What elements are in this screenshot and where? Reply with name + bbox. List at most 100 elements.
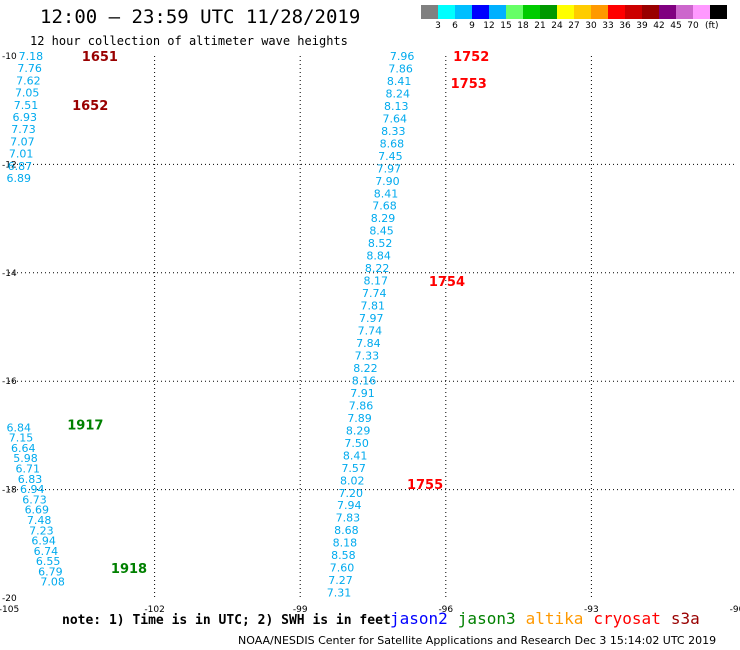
footer-note: note: 1) Time is in UTC; 2) SWH is in fe… (62, 613, 391, 628)
pass-time-label: 1652 (72, 99, 108, 114)
legend-swatch (540, 5, 557, 19)
wave-height-value: 8.68 (380, 137, 405, 150)
legend-swatch (506, 5, 523, 19)
wave-height-value: 7.97 (359, 312, 384, 325)
legend-label: 30 (585, 21, 597, 31)
wave-height-value: 8.33 (381, 125, 406, 138)
legend-label: 21 (534, 21, 546, 31)
wave-height-value: 6.64 (11, 442, 36, 455)
legend-swatch (574, 5, 591, 19)
wave-height-value: 7.15 (9, 432, 34, 445)
wave-height-value: 7.48 (27, 514, 52, 527)
wave-height-value: 7.64 (383, 112, 408, 125)
wave-height-value: 7.01 (9, 148, 34, 161)
satellite-name: jason3 (457, 609, 516, 628)
wave-height-value: 7.76 (17, 62, 42, 75)
wave-height-value: 7.33 (355, 349, 380, 362)
lon-tick-label: -96 (438, 605, 453, 615)
legend-label: 27 (568, 21, 580, 31)
wave-height-value: 8.16 (352, 374, 377, 387)
legend-label: 70 (687, 21, 699, 31)
wave-height-value: 8.17 (363, 275, 388, 288)
lat-tick-label: -16 (2, 377, 17, 387)
wave-height-value: 7.07 (10, 135, 35, 148)
legend-swatch (659, 5, 676, 19)
legend-label: 12 (483, 21, 495, 31)
wave-height-value: 8.52 (368, 237, 393, 250)
wave-height-value: 7.08 (40, 576, 65, 589)
legend-label: 6 (452, 21, 458, 31)
wave-height-value: 7.94 (337, 499, 362, 512)
legend-label: 36 (619, 21, 631, 31)
lon-tick-label: -102 (144, 605, 164, 615)
lat-tick-label: -18 (2, 486, 17, 496)
wave-height-value: 7.81 (361, 300, 386, 313)
legend-label: 15 (500, 21, 512, 31)
wave-height-value: 8.41 (374, 187, 399, 200)
pass-time-label: 1651 (82, 50, 118, 65)
wave-height-value: 6.93 (13, 111, 38, 124)
legend-swatch (625, 5, 642, 19)
satellite-key: jason2 jason3 altika cryosat s3a (390, 609, 710, 628)
wave-height-value: 6.87 (8, 160, 33, 173)
wave-height-value: 7.60 (330, 562, 355, 575)
wave-height-value: 8.41 (387, 75, 412, 88)
lon-tick-label: -90 (730, 605, 740, 615)
wave-height-value: 8.45 (369, 225, 394, 238)
legend-swatch (710, 5, 727, 19)
wave-height-value: 7.18 (19, 50, 44, 63)
legend-swatch (472, 5, 489, 19)
map-subtitle: 12 hour collection of altimeter wave hei… (30, 34, 348, 48)
wave-height-value: 5.98 (13, 452, 38, 465)
wave-height-value: 8.22 (353, 362, 378, 375)
wave-height-value: 6.79 (38, 565, 63, 578)
wave-height-value: 7.68 (372, 200, 397, 213)
wave-height-value: 7.83 (336, 512, 361, 525)
legend-label: 33 (602, 21, 614, 31)
pass-time-label: 1755 (407, 478, 443, 493)
wave-height-value: 6.71 (16, 462, 41, 475)
pass-time-label: 1753 (451, 77, 487, 92)
wave-height-value: 8.29 (346, 424, 371, 437)
wave-height-value: 7.05 (15, 87, 40, 100)
wave-height-value: 7.97 (377, 162, 402, 175)
map-title: 12:00 — 23:59 UTC 11/28/2019 (40, 6, 361, 28)
satellite-name: altika (525, 609, 584, 628)
wave-height-value: 6.74 (34, 545, 59, 558)
wave-height-value: 7.73 (11, 123, 36, 136)
wave-height-value: 7.62 (16, 74, 41, 87)
legend-swatch (608, 5, 625, 19)
wave-height-value: 6.94 (31, 535, 56, 548)
legend-unit: (ft) (705, 21, 719, 31)
wave-height-value: 8.18 (333, 537, 358, 550)
lat-tick-label: -12 (2, 160, 17, 170)
legend-swatch (523, 5, 540, 19)
wave-height-value: 7.86 (349, 399, 374, 412)
lat-tick-label: -20 (2, 594, 17, 604)
wave-height-value: 8.29 (371, 212, 396, 225)
wave-height-value: 7.51 (14, 99, 39, 112)
wave-height-value: 7.27 (328, 574, 353, 587)
legend-swatch (421, 5, 438, 19)
wave-height-value: 6.94 (20, 483, 45, 496)
wave-height-value: 7.74 (362, 287, 387, 300)
wave-height-value: 6.73 (22, 493, 47, 506)
lon-tick-label: -93 (584, 605, 599, 615)
wave-height-value: 8.58 (331, 549, 356, 562)
wave-height-value: 7.50 (344, 437, 369, 450)
legend-label: 3 (435, 21, 441, 31)
lat-tick-label: -14 (2, 269, 17, 279)
legend-swatch (489, 5, 506, 19)
legend-swatch (642, 5, 659, 19)
satellite-name: cryosat (593, 609, 661, 628)
wave-height-value: 8.13 (384, 100, 409, 113)
legend-label: 18 (517, 21, 529, 31)
wave-height-value: 8.24 (385, 87, 410, 100)
legend-swatch (591, 5, 608, 19)
legend-swatch (455, 5, 472, 19)
lon-tick-label: -99 (293, 605, 308, 615)
wave-height-value: 6.83 (18, 473, 43, 486)
legend-swatch (438, 5, 455, 19)
legend-swatch (676, 5, 693, 19)
